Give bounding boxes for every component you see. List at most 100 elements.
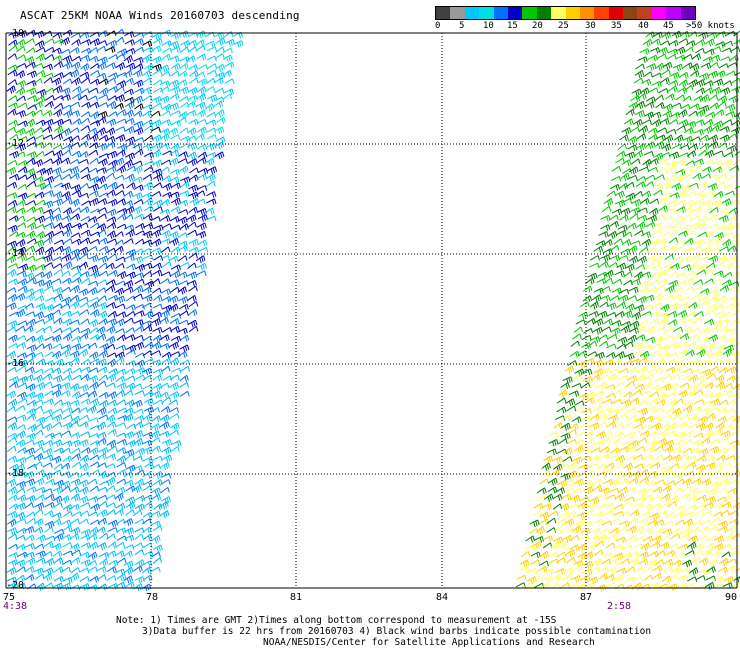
wind-barb: [653, 189, 663, 196]
wind-barb: [580, 575, 591, 584]
wind-barb: [80, 534, 91, 541]
wind-barb: [610, 478, 620, 487]
wind-barb: [661, 192, 672, 198]
wind-barb: [133, 272, 145, 279]
wind-barb: [604, 510, 615, 517]
wind-barb: [115, 62, 126, 71]
wind-barb: [150, 423, 161, 432]
wind-barb: [659, 541, 670, 550]
wind-barb: [707, 303, 718, 311]
wind-barb: [722, 40, 733, 47]
wind-barb: [709, 551, 721, 559]
wind-barb: [133, 198, 144, 205]
wind-barb: [53, 557, 64, 565]
wind-barb: [628, 517, 639, 525]
wind-barb: [187, 127, 197, 136]
wind-barb: [71, 335, 82, 343]
wind-barb: [712, 391, 722, 400]
wind-barb: [153, 399, 164, 406]
wind-barb: [676, 158, 687, 167]
wind-barb: [640, 197, 650, 205]
wind-barb: [680, 103, 691, 110]
wind-barb: [195, 255, 206, 264]
wind-barb: [702, 510, 713, 518]
wind-barb: [96, 62, 107, 71]
wind-barb: [708, 288, 720, 297]
wind-barb: [679, 30, 690, 38]
wind-barb: [124, 566, 134, 576]
wind-barb: [725, 70, 736, 77]
wind-barb: [719, 318, 730, 326]
wind-barb: [53, 61, 64, 69]
wind-barb: [675, 510, 686, 519]
wind-barb: [16, 527, 27, 535]
wind-barb: [667, 501, 677, 508]
wind-barb: [668, 351, 679, 358]
wind-barb: [726, 327, 737, 336]
wind-barb: [715, 422, 725, 431]
wind-barb: [124, 152, 135, 161]
wind-barb: [624, 263, 635, 272]
wind-barb: [623, 341, 634, 348]
wind-barb: [594, 351, 605, 360]
wind-barb: [197, 64, 208, 70]
wind-barb: [117, 144, 128, 152]
wind-barb: [153, 503, 163, 511]
wind-barb: [530, 551, 541, 559]
wind-barb: [588, 310, 599, 318]
wind-barb: [70, 567, 81, 574]
wind-barb: [196, 93, 207, 102]
wind-barb: [98, 158, 108, 167]
wind-barb: [667, 319, 678, 326]
wind-barb: [627, 144, 638, 152]
wind-barb: [722, 271, 733, 278]
wind-barb: [594, 390, 605, 398]
wind-barb: [666, 166, 677, 174]
wind-barb: [27, 463, 38, 470]
wind-barb: [89, 231, 101, 238]
wind-barb: [69, 319, 80, 326]
wind-barb: [195, 101, 206, 110]
wind-barb: [633, 423, 644, 430]
wind-barb: [589, 262, 600, 269]
wind-barb: [106, 222, 117, 230]
wind-barb: [54, 533, 64, 542]
legend-swatch: [464, 7, 480, 19]
wind-barb: [562, 534, 573, 543]
wind-barb: [79, 518, 89, 525]
wind-barb: [660, 344, 671, 353]
wind-barb: [124, 31, 135, 38]
wind-barb: [99, 87, 109, 96]
wind-barb: [658, 318, 669, 327]
wind-barb: [6, 406, 16, 413]
wind-barb: [44, 230, 55, 240]
wind-barb: [654, 335, 664, 344]
wind-barb: [106, 118, 117, 127]
wind-barb: [599, 261, 609, 269]
wind-barb: [706, 373, 717, 380]
wind-barb: [215, 136, 226, 144]
wind-barb: [673, 286, 684, 293]
wind-barb: [53, 399, 64, 406]
wind-barb: [618, 294, 629, 303]
wind-barb: [15, 574, 26, 582]
wind-barb: [688, 567, 699, 576]
wind-barb: [689, 63, 700, 72]
wind-barb: [709, 406, 720, 413]
wind-barb: [98, 447, 109, 455]
wind-barb: [90, 358, 101, 366]
longitude-labels: 75 78 81 84 87 90: [3, 592, 737, 603]
wind-barb: [87, 559, 98, 566]
wind-barb: [667, 160, 678, 169]
wind-barb: [723, 183, 734, 190]
wind-barb: [124, 534, 135, 542]
wind-barb: [125, 485, 136, 493]
wind-barb: [89, 334, 100, 341]
wind-barb: [700, 407, 712, 416]
wind-barb: [598, 334, 609, 341]
wind-barb: [652, 342, 662, 350]
wind-barb: [538, 560, 549, 567]
wind-barb: [723, 576, 734, 584]
wind-barb: [89, 78, 100, 86]
wind-barb: [133, 165, 143, 174]
